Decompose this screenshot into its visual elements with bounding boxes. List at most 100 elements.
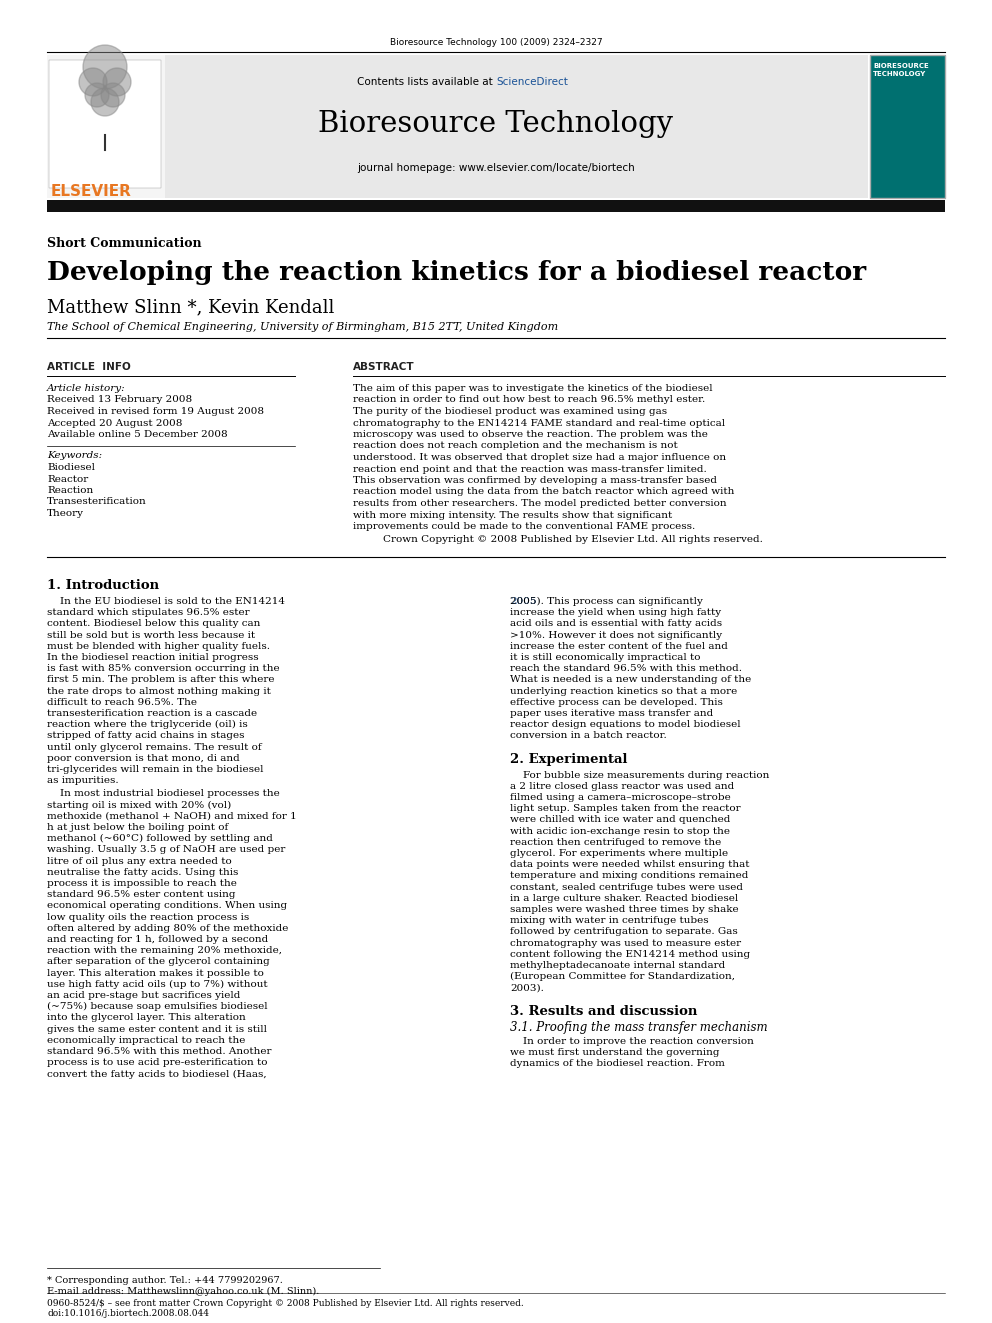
- Text: transesterification reaction is a cascade: transesterification reaction is a cascad…: [47, 709, 257, 718]
- Text: >10%. However it does not significantly: >10%. However it does not significantly: [510, 631, 722, 639]
- Circle shape: [101, 83, 125, 107]
- Text: followed by centrifugation to separate. Gas: followed by centrifugation to separate. …: [510, 927, 738, 937]
- Text: improvements could be made to the conventional FAME process.: improvements could be made to the conven…: [353, 523, 695, 531]
- Text: methylheptadecanoate internal standard: methylheptadecanoate internal standard: [510, 960, 725, 970]
- Text: often altered by adding 80% of the methoxide: often altered by adding 80% of the metho…: [47, 923, 289, 933]
- Text: Accepted 20 August 2008: Accepted 20 August 2008: [47, 418, 183, 427]
- Text: TECHNOLOGY: TECHNOLOGY: [873, 71, 927, 77]
- Text: acid oils and is essential with fatty acids: acid oils and is essential with fatty ac…: [510, 619, 722, 628]
- Text: ELSEVIER: ELSEVIER: [51, 184, 132, 198]
- Text: 0960-8524/$ – see front matter Crown Copyright © 2008 Published by Elsevier Ltd.: 0960-8524/$ – see front matter Crown Cop…: [47, 1299, 524, 1308]
- Text: reactor design equations to model biodiesel: reactor design equations to model biodie…: [510, 720, 741, 729]
- Text: microscopy was used to observe the reaction. The problem was the: microscopy was used to observe the react…: [353, 430, 708, 439]
- Text: methoxide (methanol + NaOH) and mixed for 1: methoxide (methanol + NaOH) and mixed fo…: [47, 812, 297, 820]
- Text: content. Biodiesel below this quality can: content. Biodiesel below this quality ca…: [47, 619, 260, 628]
- Text: standard which stipulates 96.5% ester: standard which stipulates 96.5% ester: [47, 609, 250, 618]
- Text: Bioresource Technology 100 (2009) 2324–2327: Bioresource Technology 100 (2009) 2324–2…: [390, 38, 602, 48]
- Text: The School of Chemical Engineering, University of Birmingham, B15 2TT, United Ki: The School of Chemical Engineering, Univ…: [47, 321, 558, 332]
- Bar: [49, 60, 161, 188]
- Text: low quality oils the reaction process is: low quality oils the reaction process is: [47, 913, 249, 922]
- Text: the rate drops to almost nothing making it: the rate drops to almost nothing making …: [47, 687, 271, 696]
- Text: In the biodiesel reaction initial progress: In the biodiesel reaction initial progre…: [47, 654, 259, 662]
- Circle shape: [85, 83, 109, 107]
- Text: reach the standard 96.5% with this method.: reach the standard 96.5% with this metho…: [510, 664, 742, 673]
- Text: data points were needed whilst ensuring that: data points were needed whilst ensuring …: [510, 860, 750, 869]
- Text: reaction where the triglyceride (oil) is: reaction where the triglyceride (oil) is: [47, 720, 248, 729]
- Text: convert the fatty acids to biodiesel (Haas,: convert the fatty acids to biodiesel (Ha…: [47, 1069, 267, 1078]
- Text: doi:10.1016/j.biortech.2008.08.044: doi:10.1016/j.biortech.2008.08.044: [47, 1308, 209, 1318]
- Bar: [47, 56, 165, 198]
- Circle shape: [83, 45, 127, 89]
- Text: as impurities.: as impurities.: [47, 777, 119, 785]
- Text: reaction model using the data from the batch reactor which agreed with: reaction model using the data from the b…: [353, 487, 734, 496]
- Text: dynamics of the biodiesel reaction. From: dynamics of the biodiesel reaction. From: [510, 1058, 725, 1068]
- Text: constant, sealed centrifuge tubes were used: constant, sealed centrifuge tubes were u…: [510, 882, 743, 892]
- Text: with acidic ion-exchange resin to stop the: with acidic ion-exchange resin to stop t…: [510, 827, 730, 836]
- Text: Transesterification: Transesterification: [47, 497, 147, 507]
- Text: light setup. Samples taken from the reactor: light setup. Samples taken from the reac…: [510, 804, 741, 814]
- Text: 2005). This process can significantly: 2005). This process can significantly: [510, 597, 703, 606]
- Text: methanol (~60°C) followed by settling and: methanol (~60°C) followed by settling an…: [47, 835, 273, 843]
- Bar: [47, 200, 945, 212]
- Text: with more mixing intensity. The results show that significant: with more mixing intensity. The results …: [353, 511, 673, 520]
- Text: ScienceDirect: ScienceDirect: [496, 77, 567, 87]
- Text: until only glycerol remains. The result of: until only glycerol remains. The result …: [47, 742, 262, 751]
- Text: 2. Experimental: 2. Experimental: [510, 753, 628, 766]
- Text: 1. Introduction: 1. Introduction: [47, 579, 159, 591]
- Text: chromatography to the EN14214 FAME standard and real-time optical: chromatography to the EN14214 FAME stand…: [353, 418, 725, 427]
- Text: neutralise the fatty acids. Using this: neutralise the fatty acids. Using this: [47, 868, 238, 877]
- Text: 3. Results and discussion: 3. Results and discussion: [510, 1004, 697, 1017]
- Text: In order to improve the reaction conversion: In order to improve the reaction convers…: [510, 1037, 754, 1045]
- Text: ABSTRACT: ABSTRACT: [353, 363, 415, 372]
- Text: ARTICLE  INFO: ARTICLE INFO: [47, 363, 131, 372]
- Text: Reaction: Reaction: [47, 486, 93, 495]
- Text: journal homepage: www.elsevier.com/locate/biortech: journal homepage: www.elsevier.com/locat…: [357, 163, 635, 173]
- Text: washing. Usually 3.5 g of NaOH are used per: washing. Usually 3.5 g of NaOH are used …: [47, 845, 286, 855]
- Text: samples were washed three times by shake: samples were washed three times by shake: [510, 905, 739, 914]
- Text: The purity of the biodiesel product was examined using gas: The purity of the biodiesel product was …: [353, 407, 668, 415]
- Text: Theory: Theory: [47, 509, 84, 519]
- Text: Biodiesel: Biodiesel: [47, 463, 95, 472]
- Text: paper uses iterative mass transfer and: paper uses iterative mass transfer and: [510, 709, 713, 718]
- Text: an acid pre-stage but sacrifices yield: an acid pre-stage but sacrifices yield: [47, 991, 240, 1000]
- Text: For bubble size measurements during reaction: For bubble size measurements during reac…: [510, 770, 770, 779]
- Text: in a large culture shaker. Reacted biodiesel: in a large culture shaker. Reacted biodi…: [510, 894, 738, 902]
- Text: content following the EN14214 method using: content following the EN14214 method usi…: [510, 950, 750, 959]
- Text: poor conversion is that mono, di and: poor conversion is that mono, di and: [47, 754, 240, 763]
- Text: Available online 5 December 2008: Available online 5 December 2008: [47, 430, 227, 439]
- Text: difficult to reach 96.5%. The: difficult to reach 96.5%. The: [47, 697, 197, 706]
- Text: conversion in a batch reactor.: conversion in a batch reactor.: [510, 732, 667, 741]
- Text: Reactor: Reactor: [47, 475, 88, 483]
- Text: into the glycerol layer. This alteration: into the glycerol layer. This alteration: [47, 1013, 246, 1023]
- Text: were chilled with ice water and quenched: were chilled with ice water and quenched: [510, 815, 730, 824]
- Text: and reacting for 1 h, followed by a second: and reacting for 1 h, followed by a seco…: [47, 935, 268, 945]
- Text: 2005: 2005: [510, 597, 537, 606]
- Bar: [165, 56, 868, 198]
- Text: filmed using a camera–microscope–strobe: filmed using a camera–microscope–strobe: [510, 792, 731, 802]
- Text: economically impractical to reach the: economically impractical to reach the: [47, 1036, 245, 1045]
- Text: Matthew Slinn *, Kevin Kendall: Matthew Slinn *, Kevin Kendall: [47, 298, 334, 316]
- Circle shape: [91, 89, 119, 116]
- Text: still be sold but is worth less because it: still be sold but is worth less because …: [47, 631, 255, 639]
- Text: Crown Copyright © 2008 Published by Elsevier Ltd. All rights reserved.: Crown Copyright © 2008 Published by Else…: [383, 536, 763, 545]
- Circle shape: [103, 67, 131, 97]
- Text: process is to use acid pre-esterification to: process is to use acid pre-esterificatio…: [47, 1058, 268, 1068]
- Text: we must first understand the governing: we must first understand the governing: [510, 1048, 719, 1057]
- Text: first 5 min. The problem is after this where: first 5 min. The problem is after this w…: [47, 676, 275, 684]
- Text: 2003).: 2003).: [510, 983, 544, 992]
- Text: standard 96.5% ester content using: standard 96.5% ester content using: [47, 890, 235, 900]
- Text: glycerol. For experiments where multiple: glycerol. For experiments where multiple: [510, 849, 728, 859]
- Text: Short Communication: Short Communication: [47, 237, 201, 250]
- Text: reaction with the remaining 20% methoxide,: reaction with the remaining 20% methoxid…: [47, 946, 282, 955]
- Text: This observation was confirmed by developing a mass-transfer based: This observation was confirmed by develo…: [353, 476, 717, 486]
- Text: results from other researchers. The model predicted better conversion: results from other researchers. The mode…: [353, 499, 726, 508]
- Text: h at just below the boiling point of: h at just below the boiling point of: [47, 823, 228, 832]
- Text: tri-glycerides will remain in the biodiesel: tri-glycerides will remain in the biodie…: [47, 765, 264, 774]
- Text: after separation of the glycerol containing: after separation of the glycerol contain…: [47, 958, 270, 966]
- Text: 3.1. Proofing the mass transfer mechanism: 3.1. Proofing the mass transfer mechanis…: [510, 1020, 768, 1033]
- Text: BIORESOURCE: BIORESOURCE: [873, 64, 929, 69]
- Text: * Corresponding author. Tel.: +44 7799202967.: * Corresponding author. Tel.: +44 779920…: [47, 1275, 283, 1285]
- Text: chromatography was used to measure ester: chromatography was used to measure ester: [510, 938, 741, 947]
- Text: reaction then centrifuged to remove the: reaction then centrifuged to remove the: [510, 837, 721, 847]
- Text: The aim of this paper was to investigate the kinetics of the biodiesel: The aim of this paper was to investigate…: [353, 384, 712, 393]
